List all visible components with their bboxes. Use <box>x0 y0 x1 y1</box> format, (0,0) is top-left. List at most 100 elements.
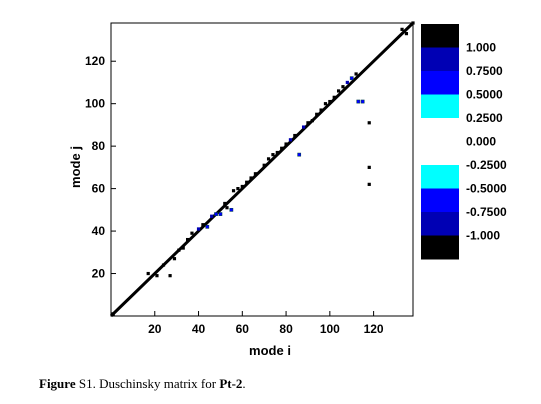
y-tick-label: 60 <box>92 182 106 196</box>
matrix-element <box>367 165 371 169</box>
matrix-element <box>185 237 190 242</box>
duschinsky-chart: 20 40 60 80 100 120 20 40 60 80 100 120 mode i mod… <box>68 21 507 358</box>
matrix-element <box>411 21 415 25</box>
x-axis-ticks: 20 40 60 80 100 120 <box>148 311 384 336</box>
colorbar-segment <box>421 165 459 189</box>
caption-number: S1 <box>75 376 93 391</box>
colorbar: 1.000 0.7500 0.5000 0.2500 0.000 -0.2500 -0.50… <box>421 24 507 260</box>
x-tick-label: 40 <box>192 322 206 336</box>
matrix-element <box>177 248 181 252</box>
matrix-element <box>231 189 236 193</box>
colorbar-segment <box>421 118 459 142</box>
matrix-element <box>336 89 341 93</box>
matrix-element <box>328 99 332 104</box>
x-tick-label: 80 <box>279 322 293 336</box>
matrix-element <box>367 121 371 125</box>
matrix-element <box>349 76 354 81</box>
matrix-element <box>218 212 223 216</box>
matrix-element <box>356 99 361 104</box>
matrix-element <box>181 246 185 250</box>
caption-label: Figure <box>39 376 76 391</box>
matrix-element <box>400 27 404 31</box>
matrix-element <box>146 271 150 276</box>
matrix-element <box>404 32 409 36</box>
matrix-element <box>210 214 214 218</box>
colorbar-label: 0.7500 <box>466 64 503 78</box>
matrix-element <box>345 80 349 85</box>
colorbar-segment <box>421 141 459 166</box>
data-marks <box>111 21 415 316</box>
matrix-element <box>236 187 240 191</box>
matrix-element <box>205 224 210 229</box>
matrix-element <box>253 172 258 176</box>
y-tick-label: 20 <box>92 267 106 281</box>
colorbar-segment <box>421 235 459 260</box>
figure-caption: Figure S1. Duschinsky matrix for Pt-2. <box>39 376 246 392</box>
colorbar-label: 0.000 <box>466 135 496 149</box>
matrix-element <box>275 150 279 155</box>
colorbar-segment <box>421 47 459 72</box>
caption-text: . Duschinsky matrix for <box>92 376 220 391</box>
matrix-element <box>315 112 319 116</box>
matrix-element <box>288 138 293 142</box>
matrix-element <box>201 223 205 227</box>
matrix-element <box>161 263 166 267</box>
matrix-element <box>168 274 172 278</box>
x-tick-label: 120 <box>364 322 384 336</box>
colorbar-segment <box>421 212 459 236</box>
matrix-element <box>262 163 266 167</box>
matrix-element <box>223 201 227 206</box>
matrix-element <box>240 184 244 189</box>
matrix-element <box>229 207 234 212</box>
matrix-element <box>301 125 306 129</box>
matrix-element <box>280 146 284 150</box>
y-tick-label: 120 <box>85 54 105 68</box>
matrix-element <box>190 231 194 235</box>
matrix-element <box>367 182 371 186</box>
y-axis-ticks: 20 40 60 80 100 120 <box>85 54 116 281</box>
diagonal-band <box>109 21 415 318</box>
x-axis-label: mode i <box>249 343 291 358</box>
y-tick-label: 80 <box>92 139 106 153</box>
matrix-element <box>332 95 336 99</box>
y-tick-label: 40 <box>92 224 106 238</box>
caption-end: . <box>242 376 246 391</box>
colorbar-segment <box>421 24 459 48</box>
y-axis-label: mode j <box>68 146 83 188</box>
matrix-element <box>323 102 328 106</box>
colorbar-label: -0.5000 <box>466 182 507 196</box>
colorbar-segment <box>421 71 459 95</box>
matrix-element <box>172 257 177 261</box>
matrix-element <box>297 152 302 157</box>
x-tick-label: 20 <box>148 322 162 336</box>
matrix-element <box>214 212 218 216</box>
caption-compound: Pt-2 <box>219 376 243 391</box>
matrix-element <box>271 153 275 157</box>
x-tick-label: 100 <box>320 322 340 336</box>
x-tick-label: 60 <box>236 322 250 336</box>
colorbar-label: -1.000 <box>466 229 500 243</box>
matrix-element <box>360 99 365 104</box>
matrix-element <box>196 227 201 231</box>
matrix-element <box>284 142 288 146</box>
colorbar-label: -0.7500 <box>466 205 507 219</box>
matrix-element <box>354 72 358 76</box>
matrix-element <box>111 312 115 316</box>
matrix-element <box>319 108 323 112</box>
colorbar-label: 0.2500 <box>466 111 503 125</box>
matrix-element <box>225 206 229 210</box>
matrix-element <box>249 176 253 180</box>
colorbar-label: 1.000 <box>466 41 496 55</box>
colorbar-label: -0.2500 <box>466 158 507 172</box>
matrix-element <box>306 121 310 125</box>
colorbar-segment <box>421 188 459 213</box>
diagonal-line <box>109 21 415 318</box>
matrix-element <box>310 119 314 123</box>
matrix-element <box>341 85 345 89</box>
matrix-element <box>245 180 249 184</box>
matrix-element <box>293 133 297 138</box>
matrix-element <box>155 274 159 278</box>
colorbar-label: 0.5000 <box>466 88 503 102</box>
matrix-element <box>266 157 271 161</box>
colorbar-segment <box>421 94 459 119</box>
